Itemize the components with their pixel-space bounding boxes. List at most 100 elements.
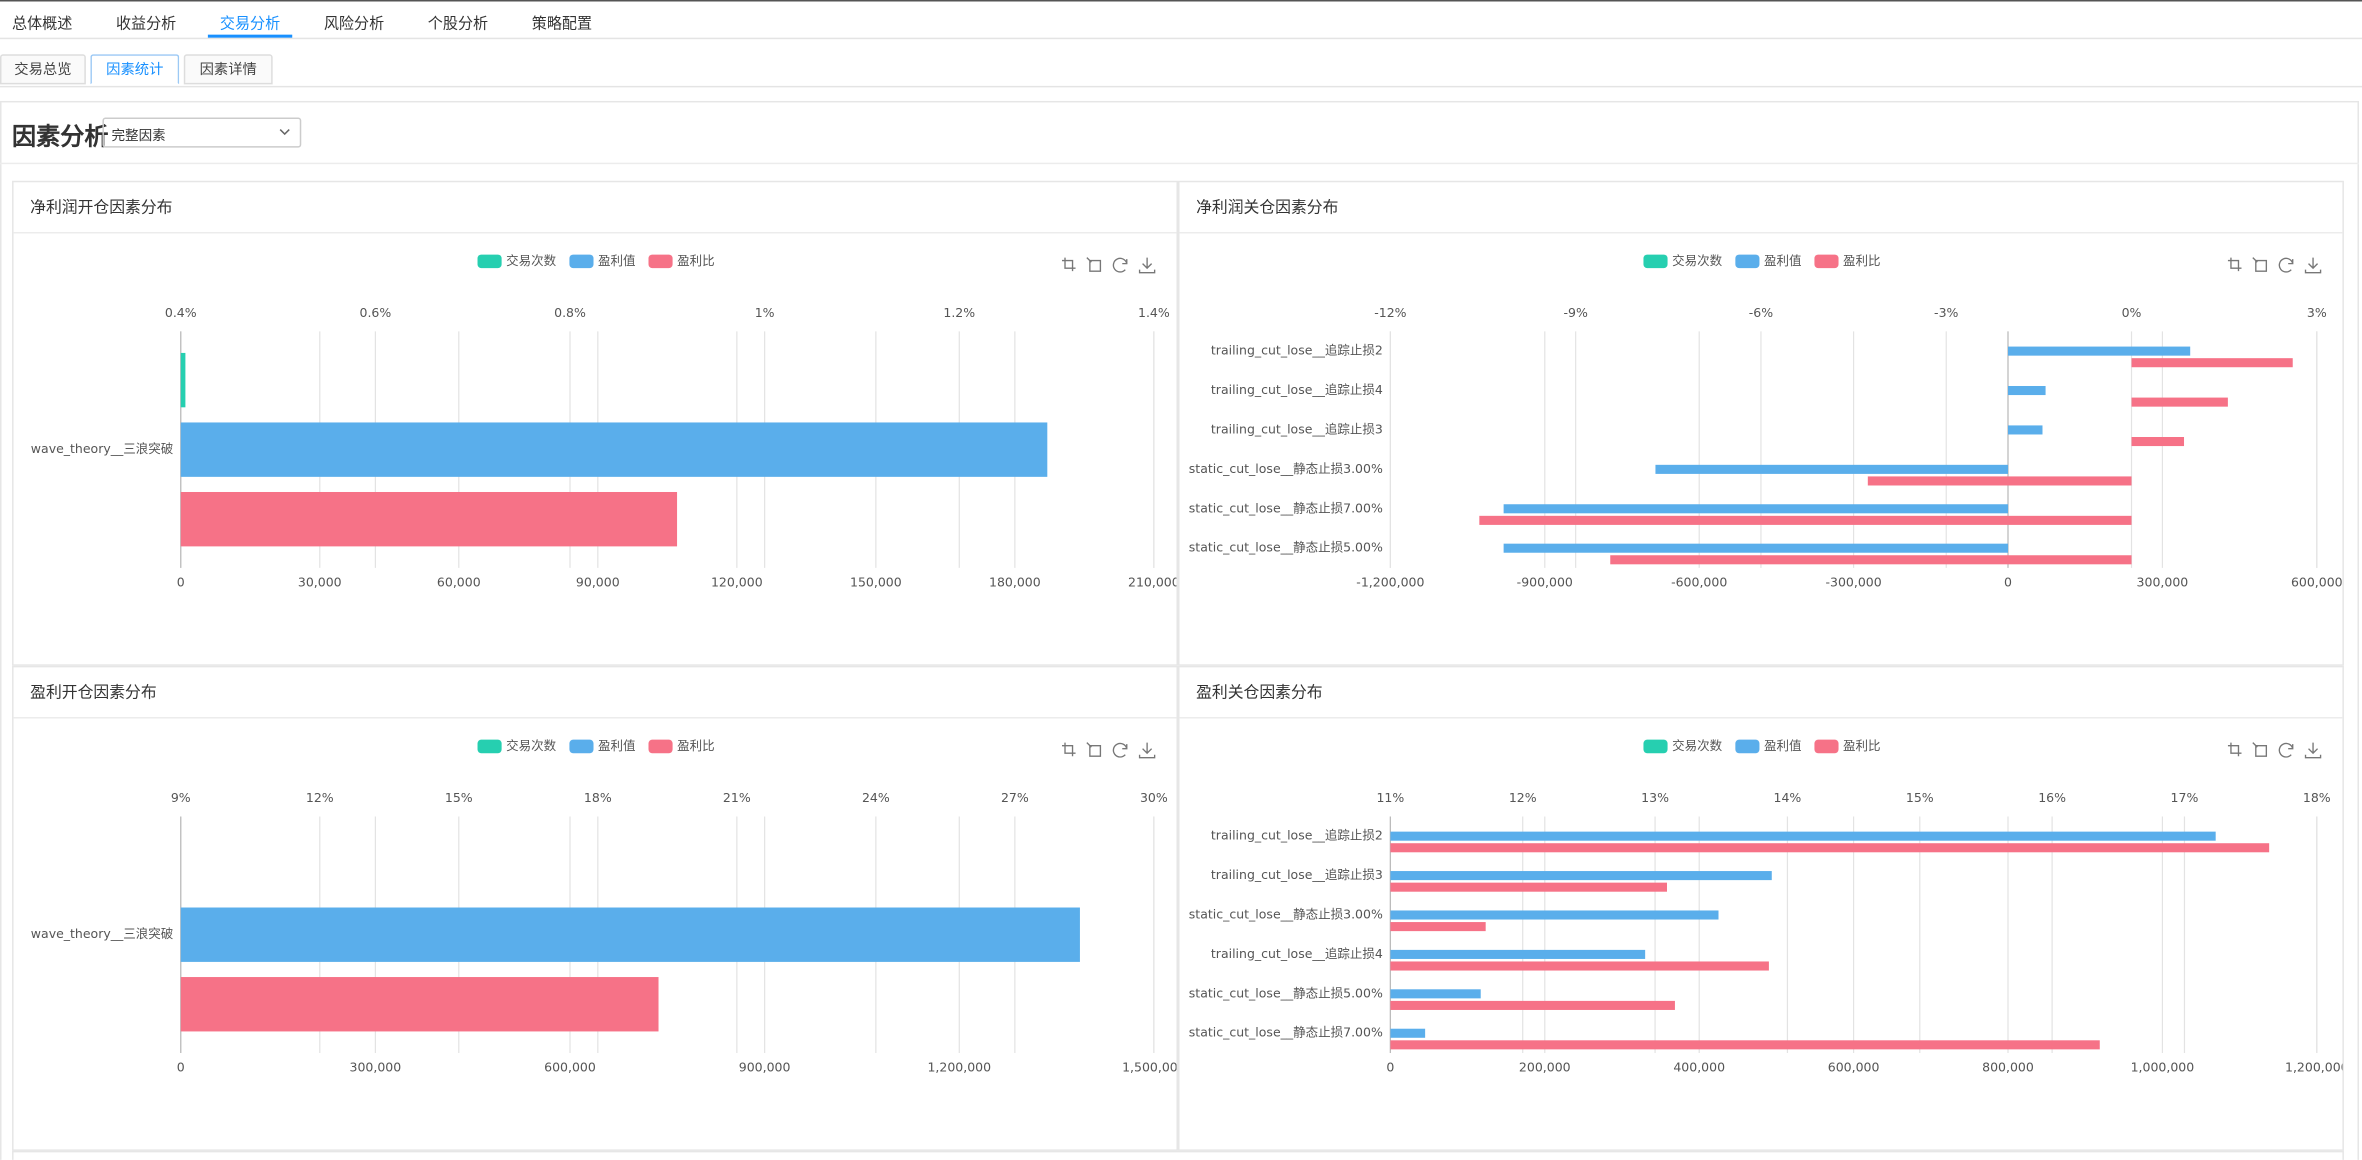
legend-label[interactable]: 交易次数 <box>1672 253 1723 268</box>
toolbox-icon[interactable] <box>2227 742 2242 757</box>
x-tick-label: 0 <box>2004 574 2012 589</box>
bar[interactable] <box>1390 1000 1675 1010</box>
toolbox-icon[interactable] <box>1086 257 1102 272</box>
nav-tab[interactable]: 交易分析 <box>219 16 281 34</box>
bar[interactable] <box>1390 882 1667 892</box>
nav-tab[interactable]: 风险分析 <box>323 16 385 34</box>
bar[interactable] <box>1479 515 2132 525</box>
category-label: static_cut_lose__静态止损5.00% <box>1189 985 1383 1000</box>
x-tick-label: -300,000 <box>1825 574 1881 589</box>
x-tick-label: -600,000 <box>1671 574 1727 589</box>
bar[interactable] <box>1390 961 1769 971</box>
legend-label[interactable]: 盈利比 <box>1843 253 1881 268</box>
x2-tick-label: 1.4% <box>1138 305 1170 320</box>
legend-label[interactable]: 盈利值 <box>598 738 636 753</box>
bar[interactable] <box>180 422 1048 477</box>
bar[interactable] <box>1867 476 2132 486</box>
bar[interactable] <box>1390 989 1481 999</box>
toolbox-icon[interactable] <box>1061 742 1076 757</box>
nav-tab[interactable]: 收益分析 <box>115 16 177 34</box>
bar[interactable] <box>180 491 678 547</box>
next-card-edge <box>12 1150 2344 1160</box>
x-tick-label: 0 <box>177 574 185 589</box>
toolbox-icon[interactable] <box>1138 257 1156 274</box>
legend-label[interactable]: 盈利比 <box>677 738 715 753</box>
x-tick-label: 900,000 <box>739 1060 791 1075</box>
x2-tick-label: 14% <box>1774 790 1802 805</box>
bar[interactable] <box>1655 464 2009 474</box>
bar[interactable] <box>1390 1028 1426 1038</box>
legend-label[interactable]: 交易次数 <box>1672 738 1723 753</box>
legend-swatch[interactable] <box>648 254 673 269</box>
bar[interactable] <box>2131 358 2293 368</box>
chart-title: 净利润关仓因素分布 <box>1196 198 1339 217</box>
legend-label[interactable]: 盈利比 <box>1843 738 1881 753</box>
toolbox-icon[interactable] <box>2278 742 2294 758</box>
toolbox-icon[interactable] <box>1086 742 1102 757</box>
x-tick-label: 1,200,000 <box>2285 1060 2344 1075</box>
x2-tick-label: 24% <box>862 790 890 805</box>
bar[interactable] <box>1503 543 2009 553</box>
category-label: static_cut_lose__静态止损3.00% <box>1189 461 1383 476</box>
sub-tab[interactable]: 因素统计 <box>90 54 180 85</box>
bar[interactable] <box>180 977 659 1032</box>
category-label: trailing_cut_lose__追踪止损2 <box>1211 343 1383 358</box>
legend-swatch[interactable] <box>1814 739 1839 754</box>
legend-swatch[interactable] <box>1735 739 1760 754</box>
bar[interactable] <box>1610 555 2132 565</box>
toolbox-icon[interactable] <box>1112 257 1128 273</box>
legend-swatch[interactable] <box>569 254 594 269</box>
bar[interactable] <box>2131 437 2185 447</box>
toolbox-icon[interactable] <box>2304 257 2322 274</box>
legend-label[interactable]: 盈利值 <box>1764 738 1802 753</box>
bar[interactable] <box>1390 922 1486 932</box>
legend-label[interactable]: 盈利值 <box>598 253 636 268</box>
x2-tick-label: 13% <box>1641 790 1669 805</box>
bar[interactable] <box>180 907 1080 962</box>
toolbox-icon[interactable] <box>2252 257 2268 272</box>
sub-tab[interactable]: 因素详情 <box>183 54 273 85</box>
select-chevron <box>279 129 290 136</box>
x-tick-label: 1,200,000 <box>927 1060 991 1075</box>
factor-select[interactable]: 完整因素 <box>102 117 302 148</box>
category-label: trailing_cut_lose__追踪止损3 <box>1211 421 1383 436</box>
nav-tab[interactable]: 个股分析 <box>427 16 489 34</box>
x2-tick-label: 17% <box>2171 790 2199 805</box>
toolbox-icon[interactable] <box>1061 257 1076 272</box>
toolbox-icon[interactable] <box>1138 742 1156 759</box>
legend-swatch[interactable] <box>1643 254 1668 269</box>
legend-swatch[interactable] <box>477 254 502 269</box>
toolbox-icon[interactable] <box>2278 257 2294 273</box>
nav-tab[interactable]: 策略配置 <box>531 16 593 34</box>
bar[interactable] <box>1390 843 2270 853</box>
bar[interactable] <box>2131 397 2228 407</box>
toolbox-icon[interactable] <box>2227 257 2242 272</box>
sub-tab[interactable]: 交易总览 <box>0 54 86 85</box>
bar[interactable] <box>2008 346 2191 356</box>
legend-swatch[interactable] <box>1814 254 1839 269</box>
legend-label[interactable]: 交易次数 <box>506 738 557 753</box>
legend-swatch[interactable] <box>1643 739 1668 754</box>
bar[interactable] <box>2008 425 2043 435</box>
legend-label[interactable]: 盈利值 <box>1764 253 1802 268</box>
bar[interactable] <box>2008 385 2046 396</box>
bar[interactable] <box>1390 1040 2100 1050</box>
toolbox-icon[interactable] <box>2252 742 2268 757</box>
bar[interactable] <box>1390 910 1719 920</box>
toolbox-icon[interactable] <box>2304 742 2322 759</box>
legend-label[interactable]: 交易次数 <box>506 253 557 268</box>
nav-tab[interactable]: 总体概述 <box>12 16 73 34</box>
toolbox-icon[interactable] <box>1112 742 1128 758</box>
legend-swatch[interactable] <box>1735 254 1760 269</box>
legend-swatch[interactable] <box>477 739 502 754</box>
bar[interactable] <box>1503 504 2009 514</box>
x-tick-label: 180,000 <box>989 574 1041 589</box>
legend-swatch[interactable] <box>569 739 594 754</box>
bar[interactable] <box>180 352 186 408</box>
bar[interactable] <box>1390 871 1772 881</box>
x-tick-label: 120,000 <box>711 574 763 589</box>
bar[interactable] <box>1390 831 2216 841</box>
legend-swatch[interactable] <box>648 739 673 754</box>
bar[interactable] <box>1390 949 1646 959</box>
legend-label[interactable]: 盈利比 <box>677 253 715 268</box>
